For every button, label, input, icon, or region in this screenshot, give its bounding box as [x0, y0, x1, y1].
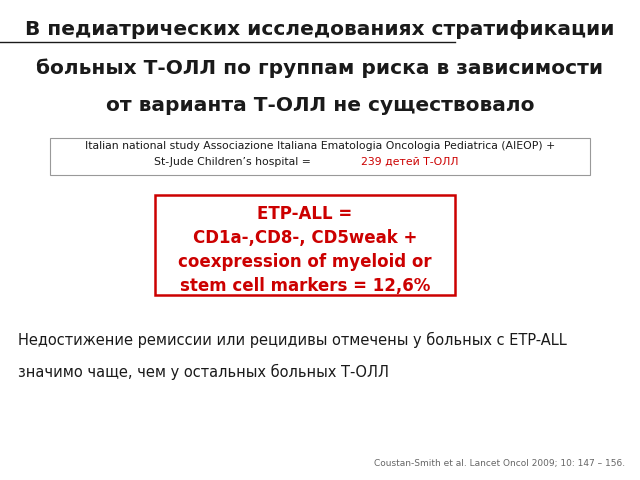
- Bar: [50, 138, 590, 175]
- Text: от варианта Т-ОЛЛ не существовало: от варианта Т-ОЛЛ не существовало: [106, 96, 534, 115]
- Text: St-Jude Children’s hospital =: St-Jude Children’s hospital =: [154, 157, 314, 167]
- Text: stem cell markers = 12,6%: stem cell markers = 12,6%: [180, 277, 430, 295]
- Text: В педиатрических исследованиях стратификации: В педиатрических исследованиях стратифик…: [25, 20, 615, 39]
- Text: больных Т-ОЛЛ по группам риска в зависимости: больных Т-ОЛЛ по группам риска в зависим…: [36, 58, 604, 78]
- Text: Недостижение ремиссии или рецидивы отмечены у больных с ETP-ALL: Недостижение ремиссии или рецидивы отмеч…: [18, 332, 567, 348]
- Text: 239 детей Т-ОЛЛ: 239 детей Т-ОЛЛ: [360, 157, 458, 167]
- Text: В педиатрических исследованиях стратификации: В педиатрических исследованиях стратифик…: [25, 20, 615, 39]
- Text: значимо чаще, чем у остальных больных Т-ОЛЛ: значимо чаще, чем у остальных больных Т-…: [18, 364, 389, 380]
- Text: Coustan-Smith et al. Lancet Oncol 2009; 10: 147 – 156.: Coustan-Smith et al. Lancet Oncol 2009; …: [374, 459, 625, 468]
- Bar: [155, 195, 455, 295]
- Text: ETP-ALL =: ETP-ALL =: [257, 205, 353, 223]
- Text: coexpression of myeloid or: coexpression of myeloid or: [178, 253, 432, 271]
- Text: CD1a-,CD8-, CD5weak +: CD1a-,CD8-, CD5weak +: [193, 229, 417, 247]
- Text: Italian national study Associazione Italiana Ematologia Oncologia Pediatrica (AI: Italian national study Associazione Ital…: [85, 141, 555, 151]
